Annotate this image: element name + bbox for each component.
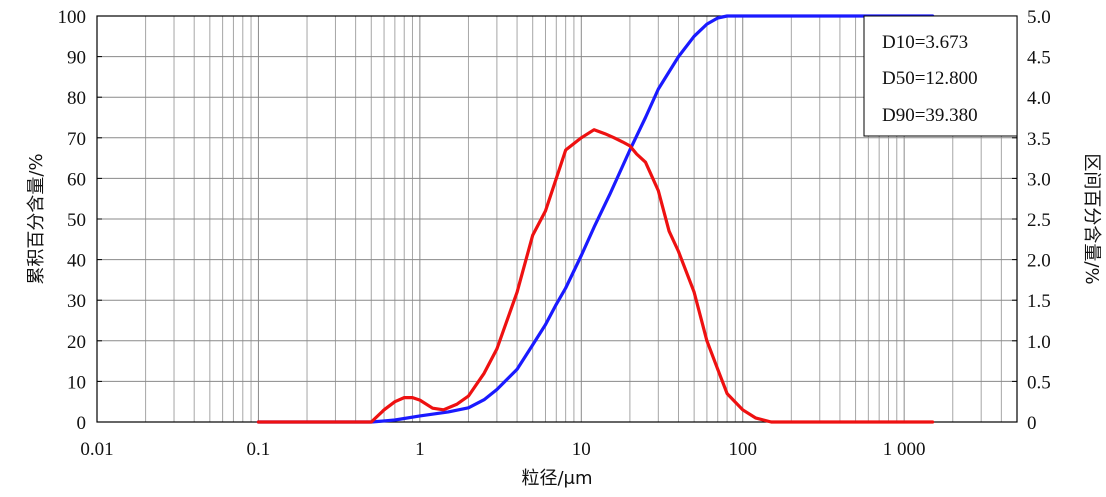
left-y-axis-title: 累积百分含量/%: [26, 153, 47, 284]
right-y-tick-label: 4.5: [1027, 48, 1051, 69]
right-y-tick-label: 2.5: [1027, 210, 1051, 231]
interval-distribution-line: [256, 128, 935, 424]
left-y-tick-label: 20: [67, 332, 86, 353]
right-y-axis-title: 区间百分含量/%: [1081, 153, 1102, 284]
right-y-tick-label: 1.5: [1027, 291, 1051, 312]
x-tick-label: 1: [415, 439, 425, 460]
right-y-tick-label: 0: [1027, 413, 1037, 434]
legend-d90: D90=39.380: [882, 105, 978, 126]
series: [256, 14, 935, 424]
x-axis-title: 粒径/μm: [521, 468, 592, 489]
right-y-tick-label: 3.5: [1027, 129, 1051, 150]
legend-d10: D10=3.673: [882, 32, 968, 53]
left-y-tick-label: 40: [67, 251, 86, 272]
right-y-tick-label: 0.5: [1027, 372, 1051, 393]
x-tick-label: 0.1: [247, 439, 271, 460]
cumulative-distribution-line: [256, 14, 935, 424]
right-y-axis-ticks: 0 0.5 1.0 1.5 2.0 2.5 3.0 3.5 4.0 4.5 5.0: [1012, 7, 1051, 434]
x-tick-label: 1 000: [883, 439, 926, 460]
legend-box: D10=3.673 D50=12.800 D90=39.380: [863, 15, 1018, 137]
left-y-tick-label: 50: [67, 210, 86, 231]
left-y-tick-label: 70: [67, 129, 86, 150]
left-y-tick-label: 80: [67, 88, 86, 109]
right-y-tick-label: 2.0: [1027, 251, 1051, 272]
x-tick-label: 0.01: [80, 439, 113, 460]
left-y-tick-label: 30: [67, 291, 86, 312]
left-y-axis-ticks: 0 10 20 30 40 50 60 70 80 90 100: [58, 7, 102, 434]
x-tick-label: 10: [572, 439, 591, 460]
left-y-tick-label: 10: [67, 372, 86, 393]
right-y-tick-label: 4.0: [1027, 88, 1051, 109]
right-y-tick-label: 5.0: [1027, 7, 1051, 28]
left-y-tick-label: 100: [58, 7, 87, 28]
left-y-tick-label: 0: [77, 413, 87, 434]
legend-d50: D50=12.800: [882, 68, 978, 89]
legend-frame: [863, 15, 1018, 137]
left-y-tick-label: 90: [67, 48, 86, 69]
x-axis-ticks: 0.01 0.1 1 10 100 1 000: [80, 439, 925, 460]
x-tick-label: 100: [728, 439, 757, 460]
left-y-tick-label: 60: [67, 169, 86, 190]
right-y-tick-label: 1.0: [1027, 332, 1051, 353]
right-y-tick-label: 3.0: [1027, 169, 1051, 190]
